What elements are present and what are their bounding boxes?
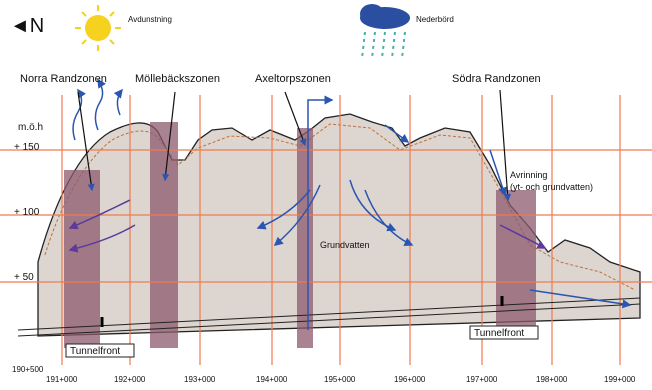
axis-unit: m.ö.h: [18, 122, 43, 133]
legend-label: Avdunstning: [128, 15, 172, 24]
chainage-label: 194+000: [256, 375, 288, 384]
axis-label: + 150: [14, 142, 40, 153]
chainage-labels: 190+500 191+000 192+000 193+000 194+000 …: [12, 365, 636, 384]
tunnel-front-label: Tunnelfront: [70, 346, 120, 357]
diagram: ◄N Avdunstning Nederbörd: [0, 0, 652, 390]
chainage-label: 195+000: [324, 375, 356, 384]
chainage-label: 192+000: [114, 375, 146, 384]
sun-icon: [75, 5, 121, 51]
annotation: (yt- och grundvatten): [510, 182, 593, 192]
chainage-label: 193+000: [184, 375, 216, 384]
legend-label: Nederbörd: [416, 15, 454, 24]
zone-label: Norra Randzonen: [20, 73, 107, 85]
chainage-label: 198+000: [536, 375, 568, 384]
cloud-icon: [360, 4, 410, 58]
axis-label: + 100: [14, 207, 40, 218]
zone-label: Axeltorpszonen: [255, 73, 331, 85]
annotation: Avrinning: [510, 170, 547, 180]
tunnel-front-label: Tunnelfront: [474, 328, 524, 339]
chainage-label: 197+000: [466, 375, 498, 384]
chainage-label: 196+000: [394, 375, 426, 384]
axis-label: + 50: [14, 272, 34, 283]
zone-label: Södra Randzonen: [452, 73, 541, 85]
annotation: Grundvatten: [320, 240, 370, 250]
chainage-label: 190+500: [12, 365, 44, 374]
chainage-label: 199+000: [604, 375, 636, 384]
zone-label: Möllebäckszonen: [135, 73, 220, 85]
chainage-label: 191+000: [46, 375, 78, 384]
compass: ◄N: [10, 15, 44, 37]
